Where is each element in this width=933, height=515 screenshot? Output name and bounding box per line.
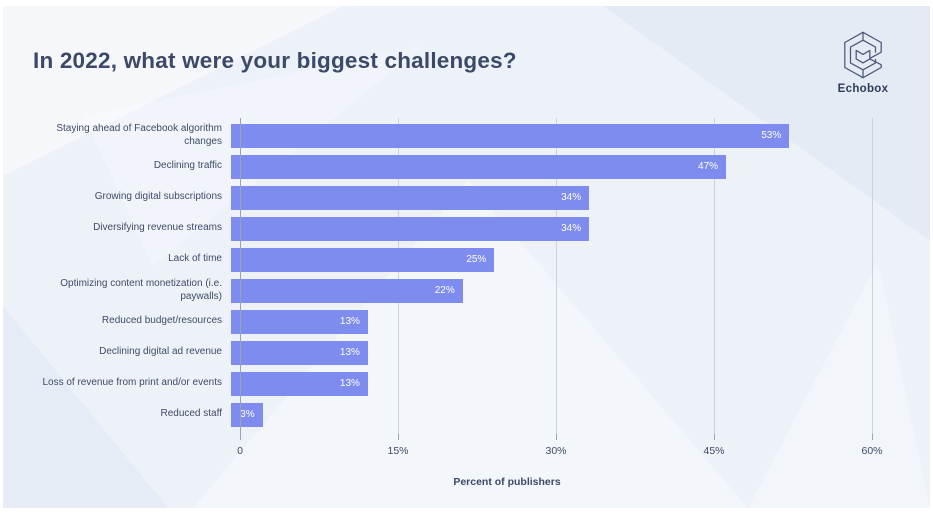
bar-rows: Staying ahead of Facebook algorithm chan… (33, 120, 872, 430)
category-label: Staying ahead of Facebook algorithm chan… (56, 123, 222, 147)
category-label: Lack of time (168, 253, 222, 265)
chart-row: Lack of time 25% (33, 244, 872, 275)
category-label: Declining traffic (153, 160, 222, 172)
gridline (398, 118, 399, 434)
bar: 47% (231, 154, 727, 179)
bar-track: 13% (231, 371, 863, 396)
tick-label: 45% (703, 445, 725, 457)
bar: 34% (231, 216, 590, 241)
bar-track: 34% (231, 216, 863, 241)
bar: 25% (231, 247, 495, 272)
bar-value-label: 34% (561, 192, 582, 203)
gridline (714, 118, 715, 434)
bar-value-label: 47% (698, 161, 719, 172)
bar-value-label: 25% (466, 254, 487, 265)
chart-row: Diversifying revenue streams 34% (33, 213, 872, 244)
category-label: Diversifying revenue streams (93, 222, 222, 234)
category-label: Optimizing content monetization (i.e. pa… (60, 278, 222, 302)
tick-label: 15% (387, 445, 409, 457)
category-label: Reduced staff (160, 408, 222, 420)
chart-row: Declining digital ad revenue 13% (33, 337, 872, 368)
category-label: Declining digital ad revenue (99, 346, 222, 358)
bar-track: 25% (231, 247, 863, 272)
tick-label: 60% (861, 445, 883, 457)
chart-row: Declining traffic 47% (33, 151, 872, 182)
tick-mark (556, 434, 557, 440)
category-label: Growing digital subscriptions (94, 191, 222, 203)
bar-track: 53% (231, 123, 863, 148)
y-axis-line (240, 118, 241, 434)
chart-row: Growing digital subscriptions 34% (33, 182, 872, 213)
bar-value-label: 13% (339, 347, 360, 358)
x-axis-label: Percent of publishers (453, 476, 561, 488)
bar: 53% (231, 123, 790, 148)
category-label: Loss of revenue from print and/or events (42, 377, 222, 389)
chart-row: Staying ahead of Facebook algorithm chan… (33, 120, 872, 151)
bar-value-label: 22% (434, 285, 455, 296)
bar-track: 34% (231, 185, 863, 210)
bar: 34% (231, 185, 590, 210)
echobox-logo-icon (844, 31, 882, 79)
bar: 22% (231, 278, 463, 303)
chart-row: Loss of revenue from print and/or events… (33, 368, 872, 399)
gridline (556, 118, 557, 434)
bar-track: 13% (231, 309, 863, 334)
bar-value-label: 34% (561, 223, 582, 234)
tick-mark (398, 434, 399, 440)
brand-name: Echobox (837, 83, 889, 95)
tick-mark (872, 434, 873, 440)
bar-track: 13% (231, 340, 863, 365)
tick-mark (714, 434, 715, 440)
chart-row: Reduced budget/resources 13% (33, 306, 872, 337)
tick-mark (240, 434, 241, 440)
bar-value-label: 53% (761, 130, 782, 141)
chart-row: Optimizing content monetization (i.e. pa… (33, 275, 872, 306)
bar-track: 22% (231, 278, 863, 303)
bar: 3% (231, 402, 263, 427)
gridline (872, 118, 873, 434)
bar: 13% (231, 371, 368, 396)
bar-track: 3% (231, 402, 863, 427)
bar-track: 47% (231, 154, 863, 179)
chart-row: Reduced staff 3% (33, 399, 872, 430)
bar-value-label: 3% (240, 409, 255, 420)
bar-value-label: 13% (339, 378, 360, 389)
brand-logo: Echobox (824, 30, 902, 95)
page-title: In 2022, what were your biggest challeng… (33, 48, 517, 73)
category-label: Reduced budget/resources (101, 315, 222, 327)
tick-label: 30% (545, 445, 567, 457)
bar: 13% (231, 340, 368, 365)
tick-label: 0 (237, 445, 243, 457)
bar-value-label: 13% (339, 316, 360, 327)
bar-chart: Staying ahead of Facebook algorithm chan… (33, 118, 893, 498)
infographic-card: In 2022, what were your biggest challeng… (3, 6, 930, 508)
bar: 13% (231, 309, 368, 334)
